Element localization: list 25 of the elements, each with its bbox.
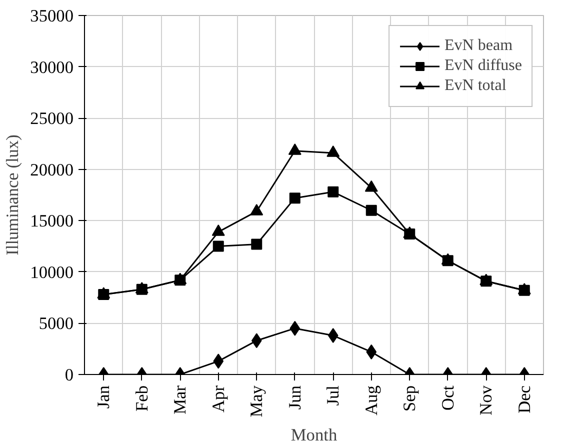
x-tick-label: Sep: [400, 385, 420, 412]
y-tick-label: 35000: [30, 6, 74, 26]
legend-label: EvN total: [444, 77, 506, 95]
y-tick-label: 30000: [30, 58, 74, 77]
x-tick-label: May: [247, 385, 266, 418]
y-tick-label: 25000: [30, 109, 74, 128]
y-tick-label: 10000: [30, 262, 74, 282]
x-axis-title: Month: [290, 425, 338, 444]
y-axis-title: Illuminance (lux): [3, 134, 22, 256]
y-tick-label: 20000: [30, 160, 74, 180]
x-tick-label: Nov: [476, 385, 496, 416]
y-tick-label: 15000: [30, 212, 74, 231]
y-tick-label: 0: [64, 366, 74, 384]
x-tick-label: Jul: [324, 385, 343, 406]
x-tick-label: Aug: [362, 385, 381, 416]
x-tick-label: Apr: [208, 385, 228, 412]
x-tick-label: Dec: [514, 385, 534, 414]
x-tick-label: Jan: [94, 385, 114, 409]
x-tick-label: Jun: [285, 385, 304, 410]
y-tick-label: 5000: [38, 314, 74, 334]
legend-label: EvN beam: [444, 37, 513, 55]
x-tick-label: Feb: [132, 385, 152, 412]
x-tick-label: Oct: [438, 385, 458, 411]
x-tick-label: Mar: [170, 385, 190, 414]
legend-label: EvN diffuse: [444, 57, 522, 75]
